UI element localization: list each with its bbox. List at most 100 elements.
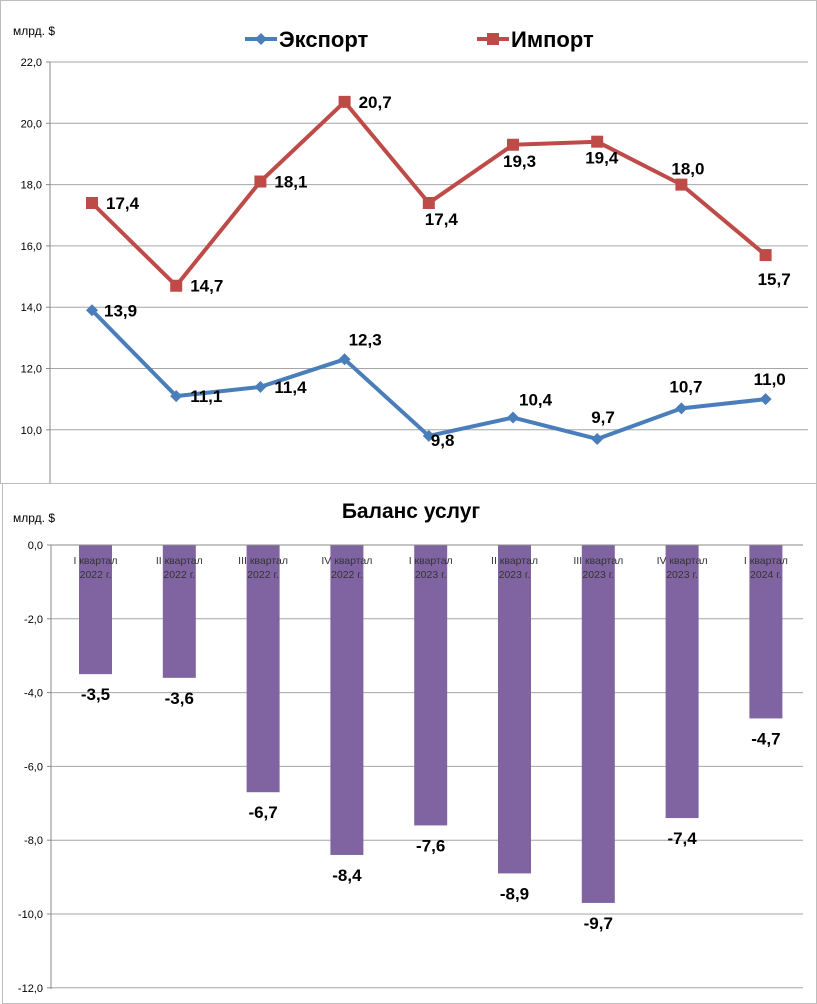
import-point-marker bbox=[422, 196, 435, 209]
line-y-tick-label: 10,0 bbox=[21, 425, 42, 437]
bar-category-labels: I квартал 2022 г. II квартал 2022 г. III ква… bbox=[74, 555, 788, 581]
line-series-export bbox=[90, 308, 766, 441]
export-point-marker bbox=[759, 393, 772, 406]
bar-category-label-line1: III квартал bbox=[238, 555, 288, 567]
services-balance-bar-chart: Баланс услуг млрд. $ 0,0 -2,0 -4,0 -6,0 -8,0… bbox=[13, 500, 803, 995]
bar-data-label: -6,7 bbox=[248, 803, 277, 822]
export-point-marker bbox=[507, 411, 519, 424]
bar-data-label: -9,7 bbox=[584, 914, 613, 933]
bar-category-label-line2: 2023 г. bbox=[666, 569, 698, 581]
export-point-marker bbox=[254, 380, 267, 393]
bar-y-tick-label: -10,0 bbox=[18, 909, 43, 921]
bar-y-unit-label: млрд. $ bbox=[13, 511, 55, 525]
line-y-tick-label: 20,0 bbox=[21, 118, 42, 130]
export-data-label: 10,4 bbox=[519, 391, 553, 410]
import-data-label: 17,4 bbox=[106, 194, 140, 213]
bar-category-label-line1: II квартал bbox=[491, 555, 538, 567]
export-data-label: 9,8 bbox=[431, 431, 455, 450]
trade-line-chart-panel: млрд. $ 10,0 12,0 14,0 16,0 18,0 20,0 22,0 13,… bbox=[0, 0, 817, 484]
import-data-label: 14,7 bbox=[190, 277, 223, 296]
line-y-tick-label: 14,0 bbox=[21, 302, 42, 314]
import-point-marker bbox=[507, 138, 519, 151]
bar-category-label-line2: 2023 г. bbox=[582, 569, 614, 581]
export-data-label: 10,7 bbox=[669, 377, 702, 396]
export-data-label: 11,4 bbox=[274, 378, 307, 397]
line-y-axis-ticks: 10,0 12,0 14,0 16,0 18,0 20,0 22,0 bbox=[21, 57, 50, 437]
line-series-import bbox=[90, 99, 767, 288]
bar-data-label: -4,7 bbox=[751, 729, 780, 748]
import-point-marker bbox=[86, 196, 98, 209]
bar-category-label-line2: 2024 г. bbox=[750, 569, 782, 581]
line-y-unit-label: млрд. $ bbox=[13, 24, 55, 38]
export-point-marker bbox=[422, 429, 435, 442]
import-point-marker bbox=[675, 178, 688, 191]
line-series-group bbox=[86, 95, 772, 445]
import-point-marker bbox=[759, 249, 772, 262]
import-data-label: 19,3 bbox=[503, 152, 536, 171]
bar-series-group bbox=[79, 545, 783, 903]
export-point-marker bbox=[86, 304, 98, 317]
export-point-marker bbox=[591, 432, 604, 445]
bar-data-label: -3,5 bbox=[81, 685, 110, 704]
legend-import-label: Импорт bbox=[511, 27, 594, 52]
bar-category-label-line2: 2022 г. bbox=[163, 569, 195, 581]
line-y-tick-label: 16,0 bbox=[21, 241, 42, 253]
bar-data-label: -3,6 bbox=[165, 689, 194, 708]
bar-category-label-line1: IV квартал bbox=[657, 555, 708, 567]
import-data-label: 18,0 bbox=[671, 160, 704, 179]
export-data-label: 13,9 bbox=[104, 301, 137, 320]
export-point-marker bbox=[338, 353, 351, 366]
import-data-label: 17,4 bbox=[425, 210, 459, 229]
balance-bar bbox=[749, 545, 783, 719]
legend-item-import: Импорт bbox=[477, 27, 594, 52]
balance-bar bbox=[246, 545, 280, 793]
import-point-marker bbox=[591, 135, 604, 148]
bar-category-label-line2: 2023 г. bbox=[415, 569, 447, 581]
legend: Экспорт Импорт bbox=[245, 27, 594, 52]
bar-category-label-line2: 2022 г. bbox=[80, 569, 112, 581]
balance-bar bbox=[665, 545, 699, 819]
balance-bar bbox=[581, 545, 615, 903]
bar-data-label: -7,6 bbox=[416, 836, 445, 855]
balance-bar bbox=[330, 545, 364, 855]
bar-data-label: -8,9 bbox=[500, 884, 529, 903]
bar-data-label: -8,4 bbox=[332, 866, 362, 885]
export-data-label: 11,0 bbox=[754, 370, 786, 389]
line-data-labels: 13,9 11,1 11,4 12,3 9,8 10,4 9,7 10,7 11,0 17,4 14… bbox=[104, 93, 791, 450]
legend-export-label: Экспорт bbox=[279, 27, 368, 52]
import-point-marker bbox=[338, 95, 351, 108]
bar-y-tick-label: -2,0 bbox=[24, 614, 43, 626]
import-point-marker bbox=[254, 175, 267, 188]
bar-y-tick-label: -8,0 bbox=[24, 835, 43, 847]
bar-y-tick-label: 0,0 bbox=[28, 540, 43, 552]
line-y-tick-label: 12,0 bbox=[21, 364, 42, 376]
bar-category-label-line1: I квартал bbox=[744, 555, 788, 567]
bar-y-tick-label: -12,0 bbox=[18, 983, 43, 995]
bar-y-tick-label: -6,0 bbox=[24, 761, 43, 773]
import-data-label: 20,7 bbox=[359, 93, 392, 112]
balance-bar bbox=[414, 545, 448, 826]
bar-data-labels: -3,5 -3,6 -6,7 -8,4 -7,6 -8,9 -9,7 -7,4 -4,7 bbox=[81, 685, 781, 933]
bar-chart-title: Баланс услуг bbox=[342, 500, 481, 523]
bar-y-tick-label: -4,0 bbox=[24, 688, 43, 700]
legend-import-square-icon bbox=[487, 33, 499, 45]
bar-category-label-line1: I квартал bbox=[74, 555, 118, 567]
bar-category-label-line1: II квартал bbox=[156, 555, 203, 567]
services-balance-chart-panel: Баланс услуг млрд. $ 0,0 -2,0 -4,0 -6,0 -8,0… bbox=[2, 483, 817, 1004]
trade-line-chart: млрд. $ 10,0 12,0 14,0 16,0 18,0 20,0 22,0 13,… bbox=[13, 24, 808, 483]
balance-bar bbox=[162, 545, 196, 678]
bar-y-axis-ticks: 0,0 -2,0 -4,0 -6,0 -8,0 -10,0 -12,0 bbox=[18, 540, 51, 995]
import-data-label: 19,4 bbox=[585, 149, 619, 168]
import-data-label: 18,1 bbox=[274, 173, 307, 192]
bar-category-label-line2: 2023 г. bbox=[499, 569, 531, 581]
bar-category-label-line1: III квартал bbox=[573, 555, 623, 567]
legend-export-diamond-icon bbox=[255, 33, 267, 45]
export-point-marker bbox=[170, 390, 183, 403]
bar-category-label-line1: IV квартал bbox=[321, 555, 372, 567]
export-data-label: 9,7 bbox=[591, 408, 615, 427]
bar-category-label-line2: 2022 г. bbox=[247, 569, 279, 581]
line-y-tick-label: 18,0 bbox=[21, 180, 42, 192]
bar-category-label-line1: I квартал bbox=[409, 555, 453, 567]
import-point-marker bbox=[170, 279, 183, 292]
line-grid bbox=[50, 61, 808, 431]
